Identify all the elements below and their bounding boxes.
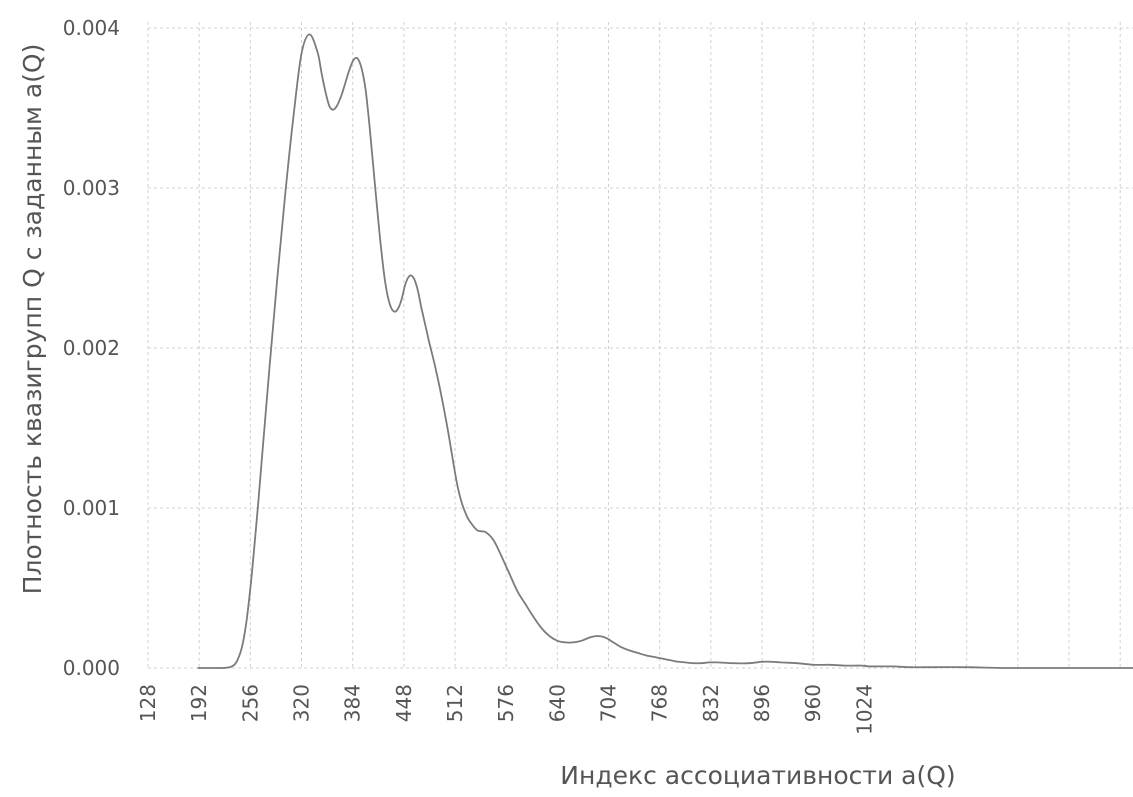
x-tick-label: 768 [648, 684, 672, 722]
density-curve [197, 33, 1133, 669]
x-tick-label: 448 [392, 684, 416, 722]
y-axis-title: Плотность квазигрупп Q с заданным a(Q) [18, 44, 47, 595]
y-tick-label: 0.001 [63, 496, 120, 520]
x-tick-label: 192 [187, 684, 211, 722]
x-axis: 128 192 256 320 384 448 512 576 640 704 768 832 896 9… [136, 684, 876, 735]
x-tick-label: 128 [136, 684, 160, 722]
y-tick-label: 0.000 [63, 656, 120, 680]
y-tick-label: 0.003 [63, 176, 120, 200]
x-axis-title: Индекс ассоциативности a(Q) [560, 761, 955, 790]
x-tick-label: 256 [238, 684, 262, 722]
x-tick-label: 384 [341, 684, 365, 722]
x-tick-label: 640 [545, 684, 569, 722]
x-tick-label: 576 [494, 684, 518, 722]
x-tick-label: 1024 [852, 684, 876, 735]
x-tick-label: 896 [750, 684, 774, 722]
y-tick-label: 0.002 [63, 336, 120, 360]
y-tick-label: 0.004 [63, 16, 120, 40]
x-tick-label: 960 [801, 684, 825, 722]
grid [147, 22, 1133, 669]
y-axis: 0.000 0.001 0.002 0.003 0.004 [63, 16, 120, 680]
x-tick-label: 320 [290, 684, 314, 722]
x-tick-label: 832 [699, 684, 723, 722]
x-tick-label: 704 [597, 684, 621, 722]
x-tick-label: 512 [443, 684, 467, 722]
